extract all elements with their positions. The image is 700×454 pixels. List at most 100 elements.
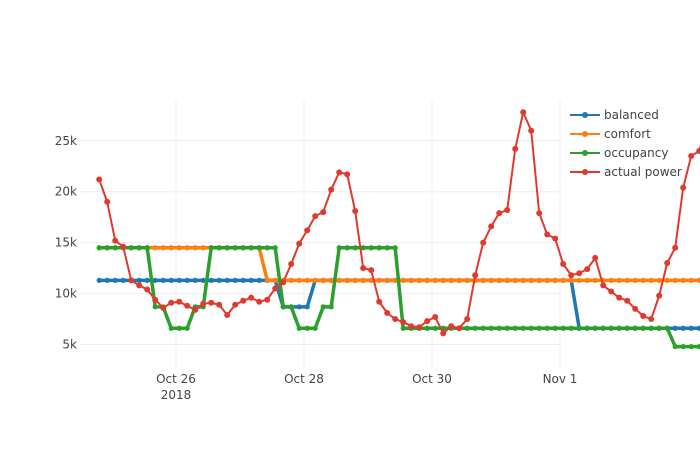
- legend-item-occupancy[interactable]: occupancy: [570, 146, 668, 160]
- data-point: [648, 277, 654, 283]
- data-point: [152, 245, 158, 251]
- data-point: [336, 277, 342, 283]
- data-point: [248, 294, 255, 301]
- x-tick-label: Oct 26: [156, 372, 196, 386]
- data-point: [184, 325, 190, 331]
- data-point: [328, 186, 335, 193]
- data-point: [216, 301, 223, 308]
- data-point: [368, 245, 374, 251]
- data-point: [232, 301, 239, 308]
- data-point: [648, 325, 654, 331]
- data-point: [240, 297, 247, 304]
- series-line: [99, 245, 700, 349]
- data-point: [568, 272, 575, 279]
- data-point: [208, 245, 214, 251]
- data-point: [528, 277, 534, 283]
- data-point: [224, 311, 231, 318]
- data-point: [664, 325, 670, 331]
- data-point: [440, 277, 446, 283]
- data-point: [648, 316, 655, 323]
- data-point: [344, 277, 350, 283]
- data-point: [336, 169, 343, 176]
- data-point: [592, 254, 599, 261]
- data-point: [480, 277, 486, 283]
- legend-label: comfort: [604, 127, 651, 141]
- data-point: [400, 325, 406, 331]
- data-point: [328, 304, 334, 310]
- legend-label: actual power: [604, 165, 682, 179]
- data-point: [472, 325, 478, 331]
- data-point: [152, 304, 158, 310]
- data-point: [448, 277, 454, 283]
- data-point: [312, 325, 318, 331]
- data-point: [560, 277, 566, 283]
- data-point: [328, 277, 334, 283]
- data-point: [280, 279, 287, 286]
- data-point: [248, 277, 254, 283]
- legend[interactable]: balanced comfort occupancy actual power: [570, 108, 682, 179]
- data-point: [512, 277, 518, 283]
- data-point: [224, 245, 230, 251]
- data-point: [688, 277, 694, 283]
- data-point: [520, 277, 526, 283]
- data-point: [520, 109, 527, 116]
- data-point: [136, 277, 142, 283]
- data-point: [560, 261, 567, 268]
- data-point: [104, 245, 110, 251]
- data-point: [240, 277, 246, 283]
- data-point: [560, 325, 566, 331]
- data-point: [392, 316, 399, 323]
- legend-item-balanced[interactable]: balanced: [570, 108, 659, 122]
- legend-label: occupancy: [604, 146, 668, 160]
- data-point: [192, 306, 199, 313]
- data-point: [176, 325, 182, 331]
- data-point: [288, 277, 294, 283]
- data-point: [200, 277, 206, 283]
- data-point: [576, 325, 582, 331]
- data-point: [144, 277, 150, 283]
- data-point: [240, 245, 246, 251]
- data-point: [128, 277, 135, 284]
- data-point: [512, 325, 518, 331]
- data-point: [144, 245, 150, 251]
- data-point: [680, 325, 686, 331]
- data-point: [480, 325, 486, 331]
- data-point: [488, 223, 495, 230]
- data-point: [680, 277, 686, 283]
- data-point: [672, 244, 679, 251]
- data-point: [544, 231, 551, 238]
- data-point: [432, 325, 438, 331]
- data-point: [696, 147, 700, 154]
- legend-item-actual-power[interactable]: actual power: [570, 165, 682, 179]
- data-point: [208, 299, 215, 306]
- data-point: [400, 277, 406, 283]
- data-point: [544, 325, 550, 331]
- data-point: [144, 286, 151, 293]
- data-point: [512, 145, 519, 152]
- data-point: [112, 237, 119, 244]
- data-point: [128, 245, 134, 251]
- y-tick-label: 10k: [55, 287, 77, 301]
- data-point: [184, 302, 191, 309]
- data-point: [496, 210, 503, 217]
- series-occupancy: [96, 245, 700, 350]
- data-point: [424, 325, 430, 331]
- data-point: [184, 245, 190, 251]
- data-point: [584, 325, 590, 331]
- y-tick-label: 5k: [62, 338, 77, 352]
- data-point: [416, 277, 422, 283]
- data-point: [384, 277, 390, 283]
- data-point: [376, 277, 382, 283]
- y-tick-label: 15k: [55, 236, 77, 250]
- data-point: [320, 209, 327, 216]
- data-point: [224, 277, 230, 283]
- data-point: [288, 261, 295, 268]
- data-point: [448, 323, 455, 330]
- data-point: [320, 277, 326, 283]
- data-point: [432, 314, 439, 321]
- data-point: [376, 298, 383, 305]
- data-point: [696, 277, 700, 283]
- legend-item-comfort[interactable]: comfort: [570, 127, 651, 141]
- data-point: [288, 304, 294, 310]
- data-point: [208, 277, 214, 283]
